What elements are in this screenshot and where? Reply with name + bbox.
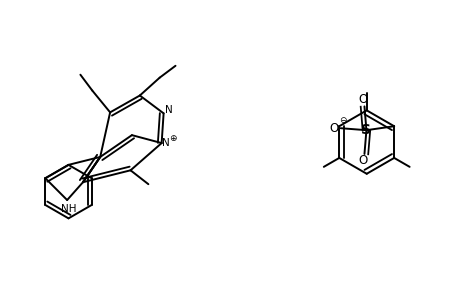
- Text: N: N: [164, 105, 172, 116]
- Text: O: O: [358, 93, 367, 106]
- Text: N: N: [162, 138, 169, 148]
- Text: S: S: [361, 123, 370, 137]
- Text: NH: NH: [61, 204, 77, 214]
- Text: O: O: [328, 122, 338, 135]
- Text: ⊖: ⊖: [338, 116, 346, 125]
- Text: ⊕: ⊕: [168, 134, 176, 142]
- Text: O: O: [358, 154, 367, 167]
